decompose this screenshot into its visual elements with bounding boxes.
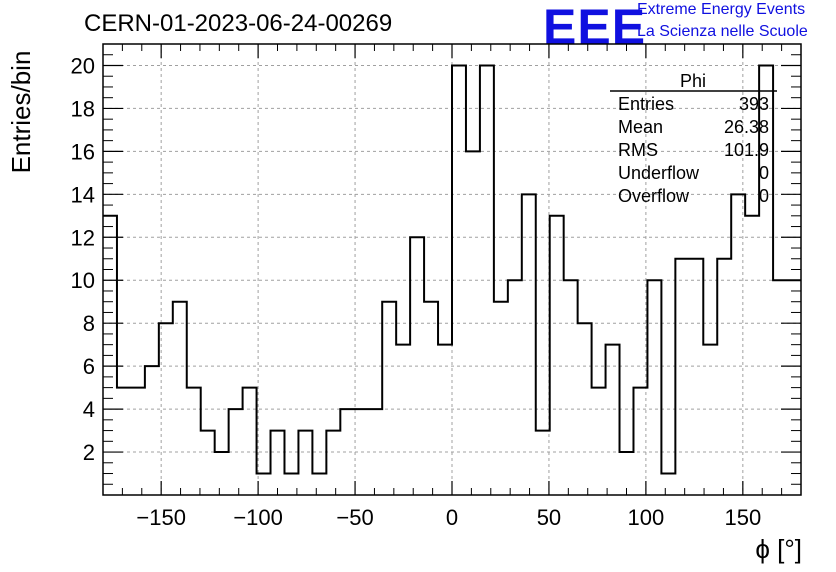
- histogram-bin: [675, 259, 689, 495]
- histogram-bin: [271, 431, 285, 495]
- histogram-bin: [187, 388, 201, 495]
- y-tick-label: 20: [71, 53, 95, 78]
- histogram-bin: [312, 474, 326, 495]
- histogram-bin: [340, 409, 354, 495]
- y-tick-label: 2: [83, 440, 95, 465]
- histogram-bin: [661, 474, 675, 495]
- y-tick-label: 12: [71, 225, 95, 250]
- histogram-bin: [689, 259, 703, 495]
- histogram-bin: [438, 345, 452, 495]
- histogram-bin: [717, 259, 731, 495]
- x-tick-label: −150: [136, 505, 186, 530]
- stats-value: 0: [759, 186, 769, 206]
- histogram-bin: [201, 431, 215, 495]
- y-tick-label: 14: [71, 182, 95, 207]
- y-tick-label: 16: [71, 139, 95, 164]
- histogram-bin: [243, 388, 257, 495]
- x-tick-label: 50: [537, 505, 561, 530]
- logo-line-1: Extreme Energy Events: [637, 1, 806, 18]
- y-axis-label: Entries/bin: [6, 51, 36, 174]
- histogram-bin: [494, 302, 508, 495]
- x-tick-label: 150: [724, 505, 761, 530]
- histogram-bin: [564, 280, 578, 495]
- stats-value: 393: [739, 94, 769, 114]
- histogram-bin: [215, 452, 229, 495]
- histogram-bin: [745, 216, 759, 495]
- y-tick-label: 10: [71, 268, 95, 293]
- x-tick-label: 0: [446, 505, 458, 530]
- histogram-bin: [173, 302, 187, 495]
- y-tick-label: 4: [83, 397, 95, 422]
- stats-label: Mean: [618, 117, 663, 137]
- histogram-bin: [466, 151, 480, 495]
- histogram-bin: [382, 302, 396, 495]
- chart-title: CERN-01-2023-06-24-00269: [84, 10, 393, 37]
- histogram-bin: [410, 237, 424, 495]
- x-tick-label: 100: [628, 505, 665, 530]
- stats-label: RMS: [618, 140, 658, 160]
- histogram-bin: [368, 409, 382, 495]
- x-tick-label: −100: [233, 505, 283, 530]
- histogram-bin: [145, 366, 159, 495]
- x-axis-label: ϕ [°]: [755, 534, 802, 564]
- histogram-bin: [731, 194, 745, 495]
- y-tick-label: 18: [71, 96, 95, 121]
- histogram-bin: [131, 388, 145, 495]
- histogram-bin: [396, 345, 410, 495]
- eee-logo: EEE: [543, 0, 647, 55]
- histogram-bin: [647, 280, 661, 495]
- stats-value: 0: [759, 163, 769, 183]
- histogram-bin: [592, 388, 606, 495]
- y-tick-label: 8: [83, 311, 95, 336]
- histogram-bin: [522, 194, 536, 495]
- histogram-bin: [298, 431, 312, 495]
- histogram-bin: [633, 388, 647, 495]
- histogram-bin: [159, 323, 173, 495]
- stats-name: Phi: [680, 71, 706, 91]
- histogram-bin: [606, 345, 620, 495]
- histogram-bin: [773, 280, 787, 495]
- stats-box: Phi Entries 393 Mean 26.38 RMS 101.9 Underflow…: [610, 71, 777, 206]
- histogram-bin: [703, 345, 717, 495]
- histogram-bin: [117, 388, 131, 495]
- stats-value: 101.9: [724, 140, 769, 160]
- histogram-bin: [536, 431, 550, 495]
- histogram-bin: [508, 280, 522, 495]
- histogram-bin: [284, 474, 298, 495]
- histogram-bin: [452, 65, 466, 495]
- stats-label: Entries: [618, 94, 674, 114]
- tick-labels: −150 −100 −50 0 50 100 150 2 4 6 8 10 12 14 16 18 20: [71, 53, 762, 530]
- stats-label: Underflow: [618, 163, 700, 183]
- histogram-bin: [578, 323, 592, 495]
- histogram-bins: [103, 64, 801, 495]
- y-tick-label: 6: [83, 354, 95, 379]
- histogram-bin: [480, 65, 494, 495]
- histogram-bin: [354, 409, 368, 495]
- x-tick-label: −50: [336, 505, 373, 530]
- axis-ticks: [103, 44, 801, 495]
- histogram-outline: [103, 64, 801, 475]
- histogram-bin: [229, 409, 243, 495]
- stats-label: Overflow: [618, 186, 690, 206]
- histogram-bin: [424, 302, 438, 495]
- histogram-bin: [550, 216, 564, 495]
- logo-line-2: La Scienza nelle Scuole: [637, 23, 808, 40]
- stats-value: 26.38: [724, 117, 769, 137]
- histogram-bin: [326, 431, 340, 495]
